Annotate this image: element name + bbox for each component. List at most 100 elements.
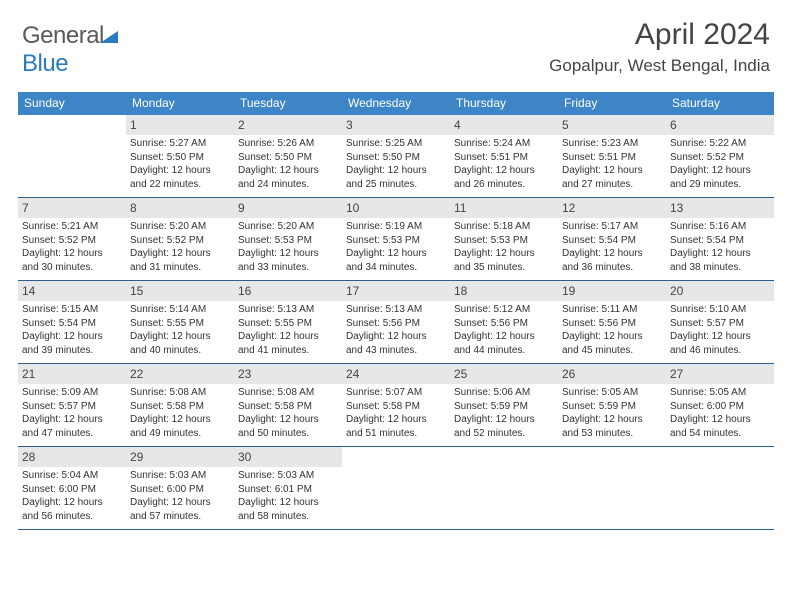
daylight1-text: Daylight: 12 hours <box>670 164 770 178</box>
day-number: 3 <box>342 115 450 135</box>
daylight2-text: and 35 minutes. <box>454 261 554 275</box>
daylight2-text: and 34 minutes. <box>346 261 446 275</box>
day-number: 16 <box>234 281 342 301</box>
sunset-text: Sunset: 5:50 PM <box>238 151 338 165</box>
calendar-day-cell: 24Sunrise: 5:07 AMSunset: 5:58 PMDayligh… <box>342 364 450 446</box>
daylight1-text: Daylight: 12 hours <box>22 330 122 344</box>
sunrise-text: Sunrise: 5:17 AM <box>562 220 662 234</box>
daylight1-text: Daylight: 12 hours <box>238 496 338 510</box>
daylight1-text: Daylight: 12 hours <box>22 496 122 510</box>
daylight2-text: and 33 minutes. <box>238 261 338 275</box>
day-number: 10 <box>342 198 450 218</box>
sunrise-text: Sunrise: 5:11 AM <box>562 303 662 317</box>
calendar-day-cell: 5Sunrise: 5:23 AMSunset: 5:51 PMDaylight… <box>558 115 666 197</box>
daylight2-text: and 30 minutes. <box>22 261 122 275</box>
sunrise-text: Sunrise: 5:13 AM <box>238 303 338 317</box>
header: April 2024 Gopalpur, West Bengal, India <box>549 18 770 76</box>
day-number: 29 <box>126 447 234 467</box>
day-number: 19 <box>558 281 666 301</box>
daylight1-text: Daylight: 12 hours <box>130 413 230 427</box>
daylight1-text: Daylight: 12 hours <box>562 164 662 178</box>
calendar-day-cell: 30Sunrise: 5:03 AMSunset: 6:01 PMDayligh… <box>234 447 342 529</box>
calendar-day-cell: 12 Sunrise: 5:17 AMSunset: 5:54 PMDayligh… <box>558 198 666 280</box>
daylight2-text: and 56 minutes. <box>22 510 122 524</box>
sunrise-text: Sunrise: 5:05 AM <box>562 386 662 400</box>
sunset-text: Sunset: 5:50 PM <box>130 151 230 165</box>
daylight1-text: Daylight: 12 hours <box>238 330 338 344</box>
sunrise-text: Sunrise: 5:06 AM <box>454 386 554 400</box>
day-number: 12 <box>558 198 666 218</box>
sunrise-text: Sunrise: 5:13 AM <box>346 303 446 317</box>
dow-label: Tuesday <box>234 92 342 115</box>
calendar-day-cell: 19Sunrise: 5:11 AMSunset: 5:56 PMDayligh… <box>558 281 666 363</box>
day-number: 14 <box>18 281 126 301</box>
calendar-day-cell: 23Sunrise: 5:08 AMSunset: 5:58 PMDayligh… <box>234 364 342 446</box>
day-number: 11 <box>450 198 558 218</box>
sunrise-text: Sunrise: 5:24 AM <box>454 137 554 151</box>
daylight1-text: Daylight: 12 hours <box>562 413 662 427</box>
daylight1-text: Daylight: 12 hours <box>670 247 770 261</box>
sunset-text: Sunset: 5:54 PM <box>562 234 662 248</box>
logo-triangle-icon <box>100 29 120 45</box>
calendar-day-cell: 9Sunrise: 5:20 AMSunset: 5:53 PMDaylight… <box>234 198 342 280</box>
sunrise-text: Sunrise: 5:03 AM <box>130 469 230 483</box>
sunset-text: Sunset: 5:52 PM <box>670 151 770 165</box>
sunset-text: Sunset: 6:00 PM <box>670 400 770 414</box>
sunset-text: Sunset: 5:51 PM <box>454 151 554 165</box>
day-number: 23 <box>234 364 342 384</box>
calendar-table: SundayMondayTuesdayWednesdayThursdayFrid… <box>18 92 774 530</box>
sunset-text: Sunset: 5:55 PM <box>238 317 338 331</box>
daylight2-text: and 44 minutes. <box>454 344 554 358</box>
daylight1-text: Daylight: 12 hours <box>22 247 122 261</box>
calendar-day-cell <box>450 447 558 529</box>
sunset-text: Sunset: 5:59 PM <box>562 400 662 414</box>
sunrise-text: Sunrise: 5:04 AM <box>22 469 122 483</box>
sunrise-text: Sunrise: 5:23 AM <box>562 137 662 151</box>
calendar-day-cell: 6Sunrise: 5:22 AMSunset: 5:52 PMDaylight… <box>666 115 774 197</box>
day-number: 28 <box>18 447 126 467</box>
day-number: 2 <box>234 115 342 135</box>
daylight2-text: and 40 minutes. <box>130 344 230 358</box>
calendar-day-cell: 4Sunrise: 5:24 AMSunset: 5:51 PMDaylight… <box>450 115 558 197</box>
daylight1-text: Daylight: 12 hours <box>130 164 230 178</box>
sunset-text: Sunset: 5:56 PM <box>562 317 662 331</box>
sunset-text: Sunset: 5:59 PM <box>454 400 554 414</box>
day-number: 4 <box>450 115 558 135</box>
daylight2-text: and 26 minutes. <box>454 178 554 192</box>
daylight2-text: and 36 minutes. <box>562 261 662 275</box>
daylight1-text: Daylight: 12 hours <box>562 247 662 261</box>
sunrise-text: Sunrise: 5:09 AM <box>22 386 122 400</box>
sunset-text: Sunset: 6:00 PM <box>22 483 122 497</box>
sunset-text: Sunset: 6:01 PM <box>238 483 338 497</box>
daylight1-text: Daylight: 12 hours <box>238 247 338 261</box>
day-number: 8 <box>126 198 234 218</box>
sunrise-text: Sunrise: 5:20 AM <box>238 220 338 234</box>
calendar-day-cell: 16 Sunrise: 5:13 AMSunset: 5:55 PMDayligh… <box>234 281 342 363</box>
sunset-text: Sunset: 5:53 PM <box>238 234 338 248</box>
daylight1-text: Daylight: 12 hours <box>346 247 446 261</box>
calendar-day-cell: 17Sunrise: 5:13 AMSunset: 5:56 PMDayligh… <box>342 281 450 363</box>
sunrise-text: Sunrise: 5:08 AM <box>130 386 230 400</box>
daylight1-text: Daylight: 12 hours <box>670 330 770 344</box>
day-number: 1 <box>126 115 234 135</box>
sunrise-text: Sunrise: 5:19 AM <box>346 220 446 234</box>
calendar-day-cell: 2Sunrise: 5:26 AMSunset: 5:50 PMDaylight… <box>234 115 342 197</box>
day-number: 22 <box>126 364 234 384</box>
day-of-week-header: SundayMondayTuesdayWednesdayThursdayFrid… <box>18 92 774 115</box>
daylight1-text: Daylight: 12 hours <box>454 413 554 427</box>
sunset-text: Sunset: 5:53 PM <box>454 234 554 248</box>
sunrise-text: Sunrise: 5:07 AM <box>346 386 446 400</box>
daylight1-text: Daylight: 12 hours <box>346 330 446 344</box>
calendar-week-row: 21Sunrise: 5:09 AMSunset: 5:57 PMDayligh… <box>18 364 774 447</box>
sunset-text: Sunset: 5:57 PM <box>22 400 122 414</box>
brand-logo: General Blue <box>22 22 120 78</box>
calendar-day-cell: 8Sunrise: 5:20 AMSunset: 5:52 PMDaylight… <box>126 198 234 280</box>
daylight2-text: and 58 minutes. <box>238 510 338 524</box>
sunset-text: Sunset: 6:00 PM <box>130 483 230 497</box>
daylight2-text: and 39 minutes. <box>22 344 122 358</box>
daylight2-text: and 22 minutes. <box>130 178 230 192</box>
calendar-day-cell: 22Sunrise: 5:08 AMSunset: 5:58 PMDayligh… <box>126 364 234 446</box>
calendar-day-cell: 25Sunrise: 5:06 AMSunset: 5:59 PMDayligh… <box>450 364 558 446</box>
day-number: 13 <box>666 198 774 218</box>
daylight2-text: and 31 minutes. <box>130 261 230 275</box>
